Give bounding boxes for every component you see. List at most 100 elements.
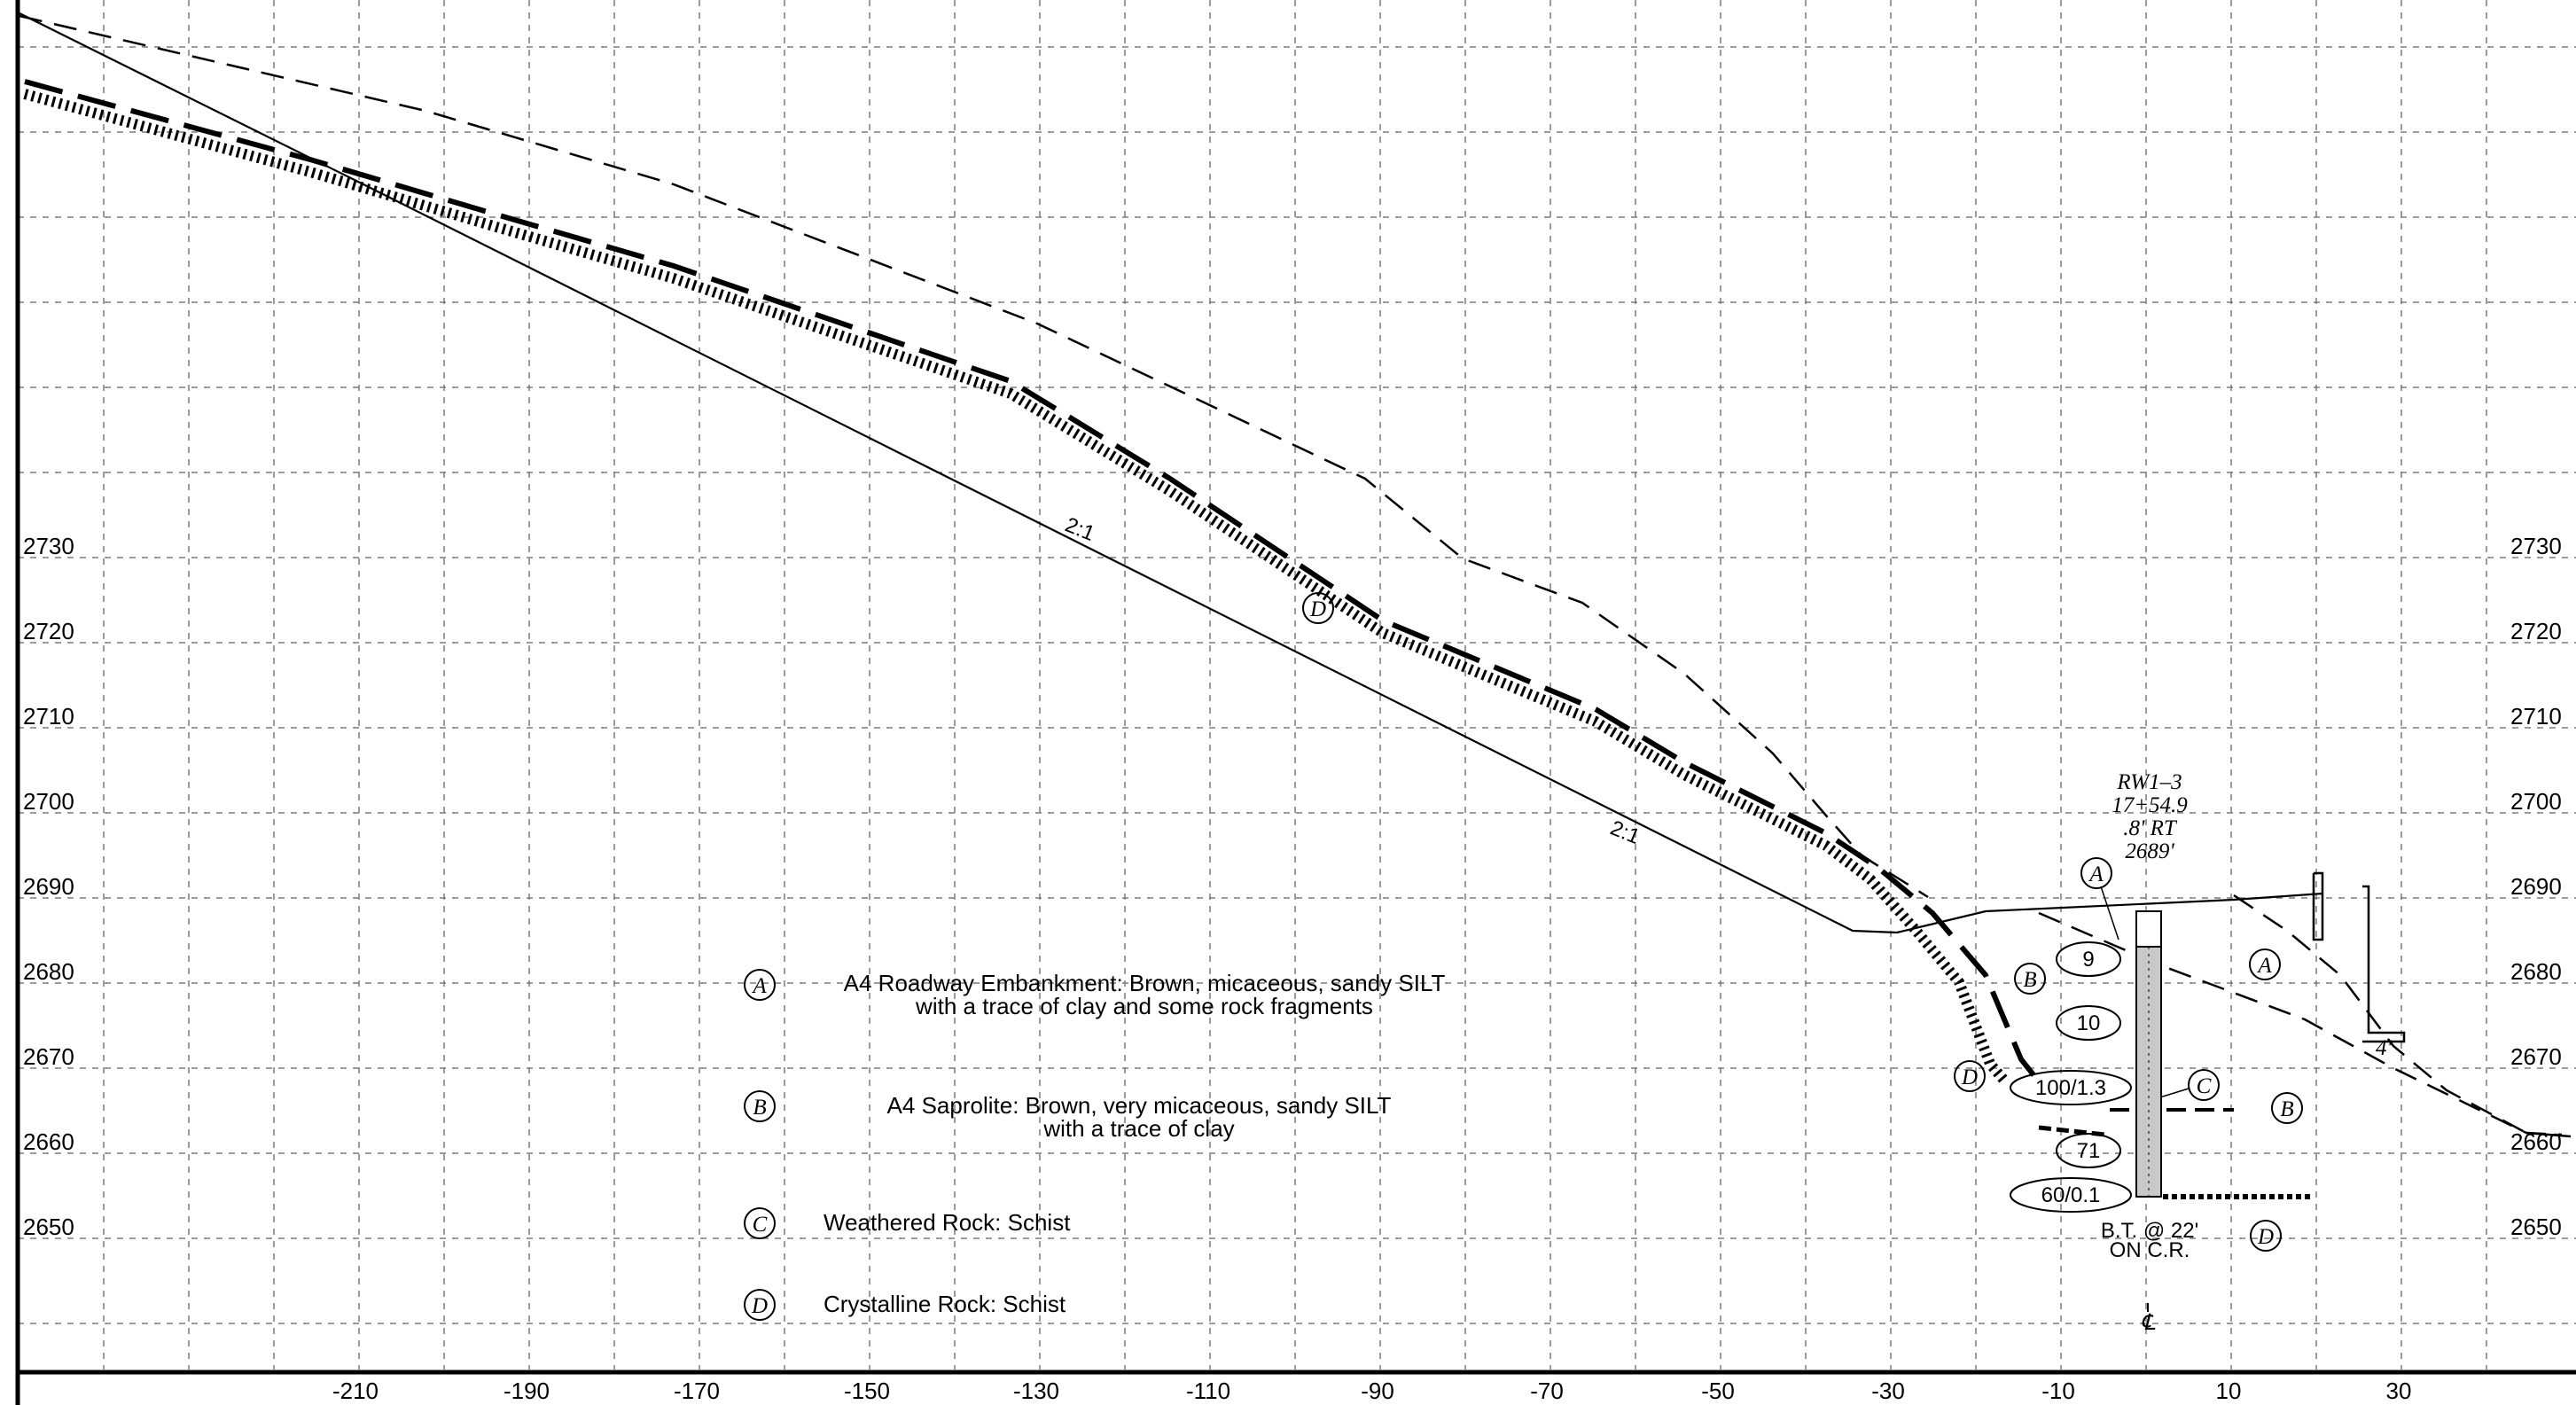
elevation-label: 2680 bbox=[2510, 958, 2562, 985]
blow-count: 100/1.3 bbox=[2035, 1076, 2106, 1100]
legend-line-1: A4 Roadway Embankment: Brown, micaceous,… bbox=[844, 970, 1446, 996]
station-label: -150 bbox=[844, 1378, 890, 1404]
ground-end-line bbox=[2525, 1131, 2572, 1138]
boring-header: RW1–3 17+54.9 .8' RT 2689' bbox=[2112, 770, 2188, 863]
legend-item-d: D Crystalline Rock: Schist bbox=[744, 1289, 1066, 1321]
elevation-label: 2720 bbox=[2510, 618, 2562, 644]
elevation-label: 2720 bbox=[23, 618, 74, 644]
station-label: -10 bbox=[2041, 1378, 2075, 1404]
profile-lines bbox=[19, 12, 2572, 1199]
elevation-label: 2710 bbox=[23, 703, 74, 730]
layer-tag-d: D bbox=[1961, 1065, 1978, 1089]
station-label: 10 bbox=[2216, 1378, 2242, 1404]
legend-line-1: A4 Saprolite: Brown, very micaceous, san… bbox=[887, 1092, 1392, 1119]
elevation-label: 2650 bbox=[23, 1214, 74, 1240]
boring-id: RW1–3 bbox=[2116, 770, 2182, 794]
layer-tag-a-circle bbox=[2080, 857, 2112, 889]
elevation-axis-right: 2730 2720 2710 2700 2690 2680 2670 2660 … bbox=[2510, 533, 2562, 1240]
boring-elevation: 2689' bbox=[2125, 839, 2174, 863]
boring-station: 17+54.9 bbox=[2112, 793, 2188, 817]
legend-item-c: C Weathered Rock: Schist bbox=[744, 1207, 1071, 1239]
wall-backfill-line bbox=[2233, 894, 2527, 1135]
legend-tag-b-circle bbox=[744, 1090, 776, 1122]
station-label: -70 bbox=[1530, 1378, 1564, 1404]
layer-tag-a: A bbox=[2256, 954, 2272, 978]
elevation-label: 2690 bbox=[23, 873, 74, 900]
legend-line-1: Weathered Rock: Schist bbox=[824, 1209, 1071, 1236]
elevation-label: 2680 bbox=[23, 958, 74, 985]
termination-depth: B.T. @ 22' bbox=[2101, 1219, 2198, 1243]
legend-line-1: Crystalline Rock: Schist bbox=[824, 1291, 1066, 1317]
legend-line-2: with a trace of clay bbox=[1042, 1115, 1234, 1142]
station-label: 30 bbox=[2386, 1378, 2412, 1404]
existing-ground-line bbox=[19, 14, 1929, 899]
wall-dimension-label: 4' bbox=[2376, 1036, 2393, 1060]
proposed-cut-slope-line bbox=[19, 12, 2323, 934]
station-label: -190 bbox=[503, 1378, 550, 1404]
layer-tag-d: D bbox=[1309, 597, 1326, 621]
tag-leader bbox=[2100, 886, 2119, 941]
rock-hatch-band bbox=[23, 89, 2010, 1085]
layer-tag-a-circle bbox=[2249, 948, 2281, 980]
slope-label-lower: 2:1 bbox=[1607, 816, 1643, 850]
blow-count: 9 bbox=[2082, 948, 2094, 972]
elevation-label: 2660 bbox=[23, 1128, 74, 1155]
legend-tag-d: D bbox=[751, 1294, 768, 1318]
layer-tag-c: C bbox=[2197, 1074, 2212, 1098]
station-label: -210 bbox=[332, 1378, 379, 1404]
station-label: -110 bbox=[1186, 1378, 1230, 1404]
elevation-label: 2730 bbox=[23, 533, 74, 559]
layer-tag-b: B bbox=[2023, 968, 2036, 992]
section-layer-tag-letters: D B D A A C B D bbox=[1309, 597, 2294, 1249]
elevation-label: 2670 bbox=[23, 1043, 74, 1070]
boring-offset: .8' RT bbox=[2123, 816, 2178, 840]
boring-termination: B.T. @ 22' ON C.R. ℄ bbox=[2101, 1219, 2198, 1335]
blow-count-bubble bbox=[2010, 1177, 2132, 1213]
retaining-wall-footing bbox=[2362, 885, 2406, 1043]
boring-log-column bbox=[2135, 910, 2162, 1198]
blow-count-values: 9 10 100/1.3 71 60/0.1 bbox=[2035, 948, 2106, 1207]
layer-tag-d: D bbox=[2257, 1225, 2274, 1249]
blow-count-bubble bbox=[2056, 1005, 2121, 1041]
legend-item-b: B A4 Saprolite: Brown, very micaceous, s… bbox=[744, 1090, 1392, 1142]
blow-count: 10 bbox=[2077, 1011, 2101, 1035]
blow-count: 60/0.1 bbox=[2041, 1183, 2101, 1207]
layer-tag-d-circle bbox=[2250, 1220, 2282, 1252]
layer-tag-c-circle bbox=[2188, 1069, 2220, 1101]
elevation-label: 2710 bbox=[2510, 703, 2562, 730]
elevation-label: 2650 bbox=[2510, 1214, 2562, 1240]
legend-tag-c-circle bbox=[744, 1207, 776, 1239]
blow-count-bubble bbox=[2010, 1070, 2132, 1105]
blow-count-bubble bbox=[2056, 1133, 2121, 1168]
layer-tag-b: B bbox=[2280, 1097, 2293, 1121]
elevation-label: 2700 bbox=[2510, 788, 2562, 815]
layer-tag-b-circle bbox=[2014, 963, 2046, 995]
layer-tag-a: A bbox=[2088, 863, 2104, 886]
termination-note: ON C.R. bbox=[2110, 1238, 2190, 1262]
elevation-axis-left: 2730 2720 2710 2700 2690 2680 2670 2660 … bbox=[23, 533, 74, 1240]
legend-tag-a-circle bbox=[744, 969, 776, 1001]
legend-line-2: with a trace of clay and some rock fragm… bbox=[915, 993, 1373, 1019]
legend: A A4 Roadway Embankment: Brown, micaceou… bbox=[744, 969, 1446, 1321]
elevation-label: 2700 bbox=[23, 788, 74, 815]
grid-lines bbox=[18, 0, 2576, 1370]
station-label: -50 bbox=[1701, 1378, 1735, 1404]
top-of-rock-line bbox=[24, 79, 2041, 1083]
blow-count: 71 bbox=[2077, 1139, 2101, 1163]
centerline-symbol: ℄ bbox=[2141, 1311, 2156, 1335]
legend-tag-c: C bbox=[753, 1213, 768, 1237]
retaining-wall bbox=[2312, 871, 2324, 941]
station-axis: -210 -190 -170 -150 -130 -110 -90 -70 -5… bbox=[332, 1378, 2411, 1404]
layer-tag-b-circle bbox=[2271, 1092, 2303, 1124]
elevation-label: 2670 bbox=[2510, 1043, 2562, 1070]
station-label: -30 bbox=[1871, 1378, 1905, 1404]
station-label: -130 bbox=[1013, 1378, 1059, 1404]
section-layer-tags bbox=[1302, 592, 2303, 1252]
elevation-label: 2730 bbox=[2510, 533, 2562, 559]
station-label: -170 bbox=[674, 1378, 720, 1404]
legend-tag-d-circle bbox=[744, 1289, 776, 1321]
legend-tag-a: A bbox=[751, 974, 767, 998]
slope-label-upper: 2:1 bbox=[1062, 513, 1098, 547]
elevation-label: 2690 bbox=[2510, 873, 2562, 900]
